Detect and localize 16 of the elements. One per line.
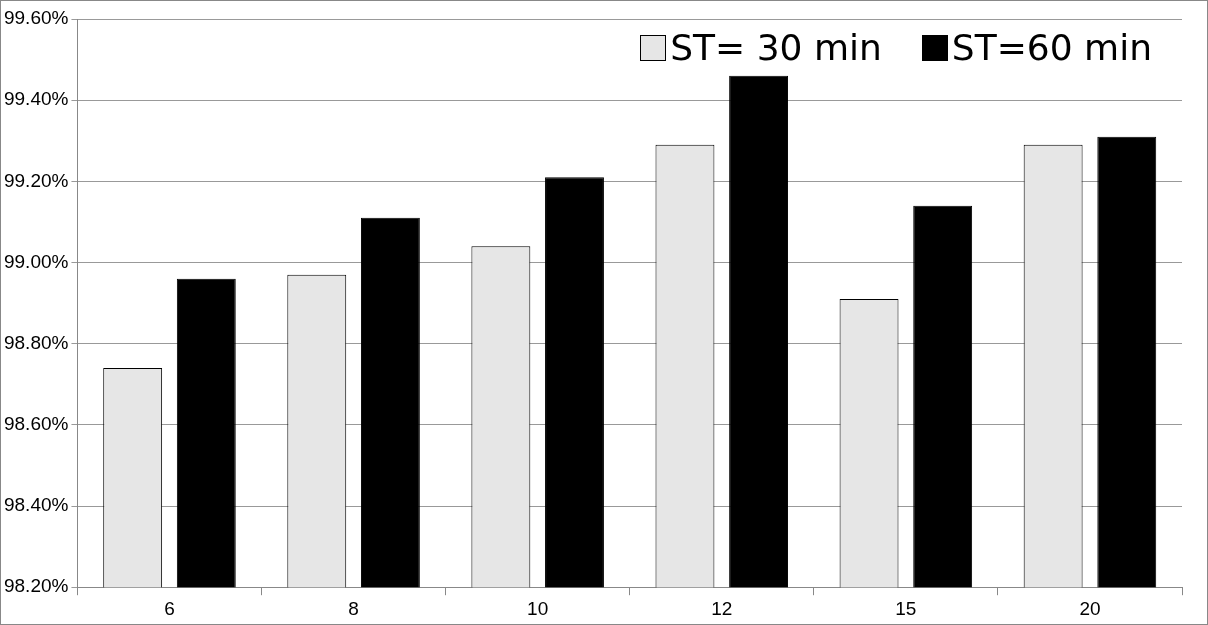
y-tick-label: 98.40% [3,494,69,516]
y-tick-label: 99.00% [3,250,69,272]
x-tick-label: 8 [348,597,359,619]
y-tick-label: 99.20% [3,169,69,191]
y-tick-label: 98.80% [3,331,69,353]
x-tick-label: 6 [164,597,175,619]
x-tick-label: 20 [1079,597,1101,619]
legend-label: ST=60 min [951,27,1152,68]
x-tick-label: 10 [527,597,549,619]
x-tick-label: 12 [711,597,733,619]
y-tick-label: 99.40% [3,88,69,110]
legend-label: ST= 30 min [670,27,882,68]
y-tick-label: 98.20% [3,575,69,597]
y-tick-label: 98.60% [3,413,69,435]
x-tick-label: 15 [895,597,917,619]
y-tick-label: 99.60% [3,7,69,29]
